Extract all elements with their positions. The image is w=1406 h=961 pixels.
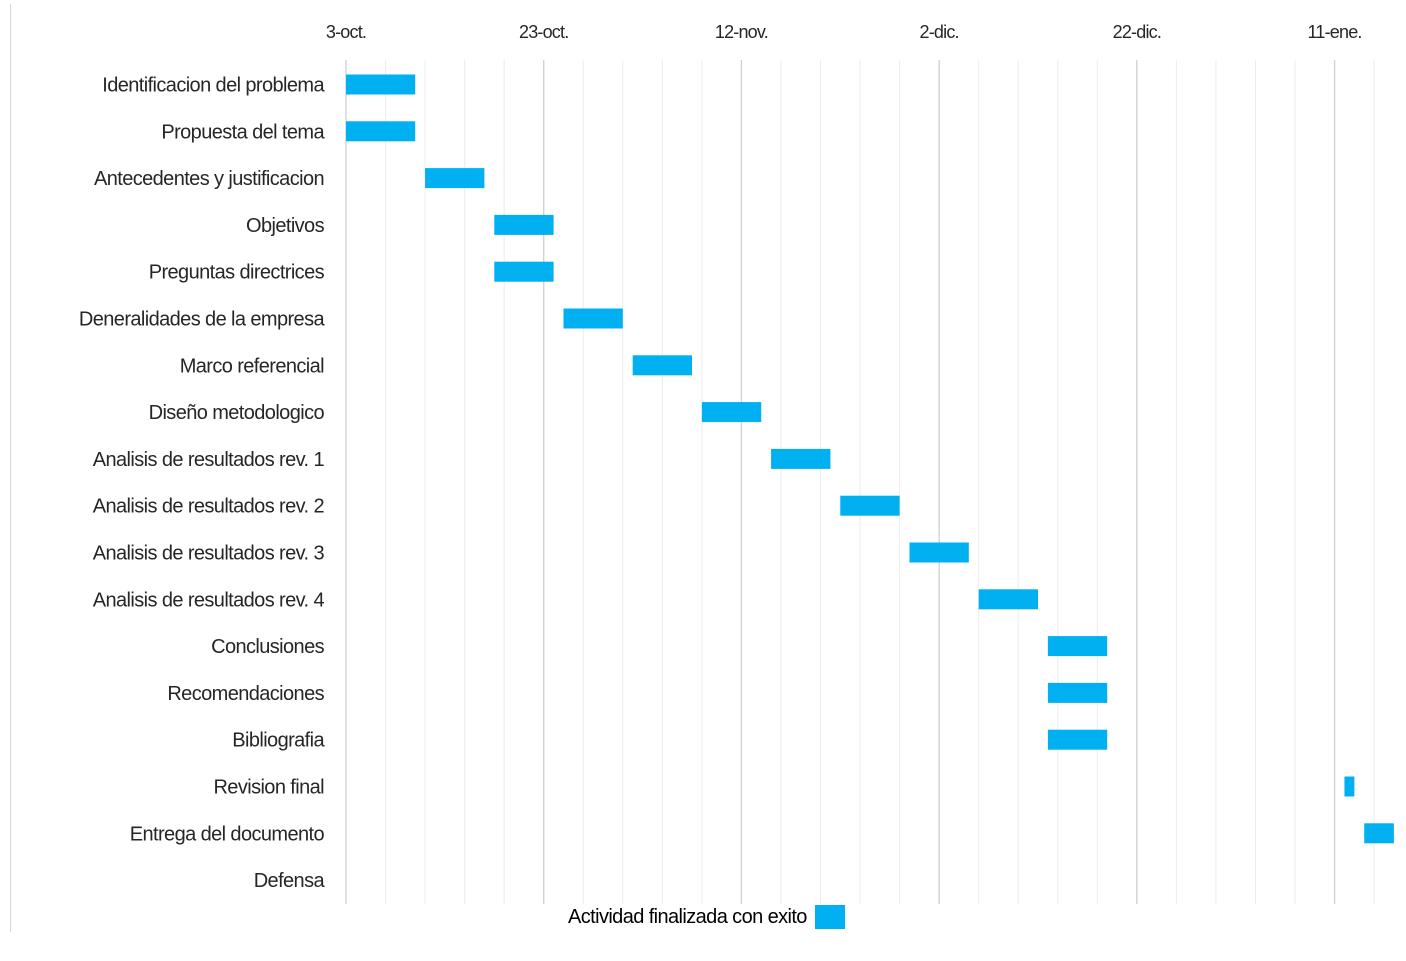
task-bar <box>1047 636 1108 657</box>
task-bar <box>701 402 762 423</box>
minor-gridlines <box>345 60 1375 904</box>
task-label: Preguntas directrices <box>149 262 325 284</box>
task-bar <box>909 542 969 563</box>
task-bar <box>425 168 485 189</box>
task-bar <box>346 74 416 95</box>
x-tick-label: 23-oct. <box>519 22 568 42</box>
task-bar <box>494 214 554 235</box>
task-label: Deneralidades de la empresa <box>79 309 326 331</box>
task-label: Objetivos <box>246 215 325 237</box>
task-label: Analisis de resultados rev. 4 <box>93 589 325 611</box>
chart-frame-line <box>10 4 11 932</box>
task-label: Analisis de resultados rev. 1 <box>93 449 325 471</box>
major-gridlines <box>345 60 1336 904</box>
task-label: Recomendaciones <box>167 683 324 705</box>
x-tick-label: 12-nov. <box>715 22 768 42</box>
task-label: Entrega del documento <box>130 823 325 845</box>
legend-swatch <box>814 905 845 929</box>
x-tick-label: 2-dic. <box>920 22 959 42</box>
x-tick-label: 22-dic. <box>1113 22 1161 42</box>
task-bars <box>346 74 1394 844</box>
task-label: Analisis de resultados rev. 3 <box>93 543 325 565</box>
task-bar <box>1344 776 1355 797</box>
task-bar <box>1047 729 1108 750</box>
task-bar <box>771 448 831 469</box>
task-bar <box>494 261 554 282</box>
task-label: Identificacion del problema <box>102 75 325 97</box>
task-label: Defensa <box>254 870 326 892</box>
x-tick-label: 3-oct. <box>326 22 366 42</box>
task-label: Conclusiones <box>211 636 324 658</box>
task-bar <box>840 495 900 516</box>
task-bar <box>978 589 1038 610</box>
task-label: Marco referencial <box>180 355 324 377</box>
task-bar <box>563 308 623 329</box>
task-label: Diseño metodologico <box>149 402 325 424</box>
task-label: Propuesta del tema <box>161 121 325 143</box>
legend: Actividad finalizada con exito <box>568 904 845 930</box>
x-axis-tick-labels: 3-oct. 23-oct. 12-nov. 2-dic. 22-dic. 11-ene. <box>326 22 1363 42</box>
task-label: Revision final <box>213 777 324 799</box>
task-bar <box>346 121 416 142</box>
task-label: Bibliografia <box>232 730 325 752</box>
legend-label: Actividad finalizada con exito <box>568 905 807 928</box>
task-labels: Identificacion del problema Propuesta del… <box>79 75 326 893</box>
task-label: Analisis de resultados rev. 2 <box>93 496 325 518</box>
task-bar <box>1047 682 1108 703</box>
task-bar <box>1364 823 1394 844</box>
task-label: Antecedentes y justificacion <box>94 168 324 190</box>
task-bar <box>632 355 692 376</box>
x-tick-label: 11-ene. <box>1308 22 1362 42</box>
